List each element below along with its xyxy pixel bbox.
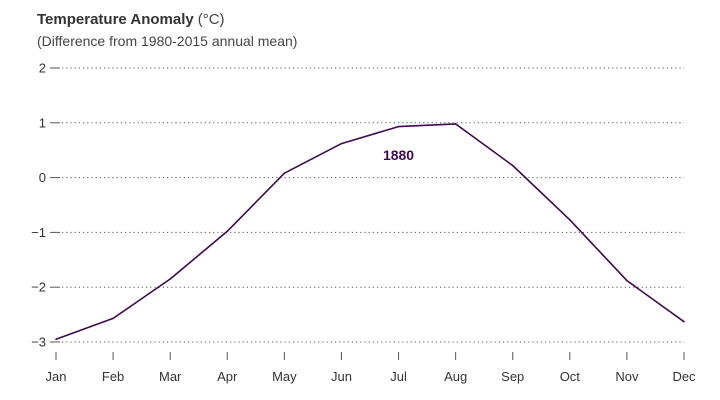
x-tick-label: Jul (390, 369, 407, 384)
x-tick-label: Jan (46, 369, 67, 384)
data-point (226, 230, 229, 233)
y-tick-label: −3 (31, 335, 46, 350)
y-tick-label: −1 (31, 225, 46, 240)
data-point (55, 338, 57, 341)
chart-title-unit: (°C) (197, 11, 225, 28)
data-point (626, 279, 628, 282)
series-group (55, 123, 685, 341)
data-point (112, 317, 114, 320)
x-tick-label: Jun (331, 369, 352, 384)
chart-title-row: Temperature Anomaly (°C) (37, 11, 297, 29)
x-tick-label: Feb (102, 369, 124, 384)
x-tick-label: Apr (217, 369, 238, 384)
y-tick-label: 1 (39, 115, 46, 130)
x-tick-label: Dec (672, 369, 696, 384)
y-tick-label: 2 (39, 61, 46, 76)
gridlines (62, 67, 684, 343)
data-point (454, 123, 457, 125)
x-tick-label: Aug (444, 369, 467, 384)
series-line (55, 123, 685, 341)
y-tick-label: −2 (31, 280, 46, 295)
data-point (683, 320, 685, 323)
data-point (283, 172, 286, 175)
x-axis: Jan Feb Mar Apr May Jun Jul Aug Sep Oct Nov Dec (46, 352, 696, 384)
data-point (397, 125, 400, 128)
x-tick-label: Nov (615, 369, 639, 384)
x-tick-label: Oct (560, 369, 581, 384)
y-axis: 2 1 0 −1 −2 −3 (31, 61, 60, 350)
y-tick-label: 0 (39, 170, 46, 185)
title-block: Temperature Anomaly (°C) (Difference from… (37, 11, 297, 49)
chart-subtitle: (Difference from 1980-2015 annual mean) (37, 33, 298, 49)
data-point (511, 164, 514, 167)
chart-title: Temperature Anomaly (37, 11, 194, 28)
data-point (569, 218, 571, 221)
data-point (340, 142, 343, 145)
data-point (169, 278, 171, 280)
x-tick-label: Sep (501, 369, 524, 384)
x-tick-label: Mar (159, 369, 182, 384)
year-annotation: 1880 (383, 147, 414, 163)
x-tick-label: May (272, 369, 297, 384)
